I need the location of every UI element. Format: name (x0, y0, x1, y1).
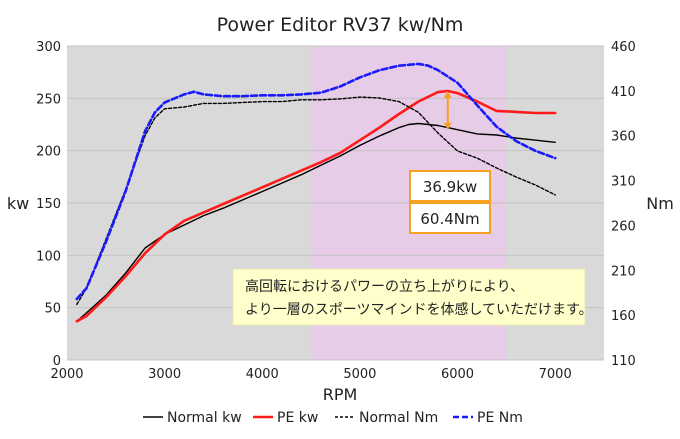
x-axis-title: RPM (323, 385, 358, 404)
y-left-tick-label: 100 (36, 249, 61, 264)
y-right-tick-label: 410 (611, 85, 636, 100)
y-left-tick-label: 300 (36, 40, 61, 55)
x-tick-label: 4000 (246, 367, 279, 382)
x-tick-label: 5000 (343, 367, 376, 382)
y-right-tick-label: 210 (611, 264, 636, 279)
arrow-head-down (443, 122, 452, 130)
note-line-2: より一層のスポーツマインドを体感していただけます。 (245, 301, 593, 318)
callout-nm-box (409, 202, 491, 234)
y-right-tick-label: 260 (611, 219, 636, 234)
note-box-bg (232, 268, 586, 326)
arrow-head-up (443, 91, 452, 99)
y-right-tick-label: 360 (611, 130, 636, 145)
x-tick-label: 6000 (441, 367, 474, 382)
legend: Normal kw PE kw Normal Nm PE Nm (143, 410, 523, 426)
chart-title: Power Editor RV37 kw/Nm (217, 14, 464, 36)
note-line-1: 高回転におけるパワーの立ち上がりにより、 (245, 278, 524, 295)
legend-label-2: Normal Nm (359, 410, 438, 426)
x-tick-label: 2000 (50, 367, 83, 382)
series-line-2 (76, 96, 556, 306)
x-tick-label: 7000 (539, 367, 572, 382)
callout-kw-box (409, 170, 491, 202)
callout-nm-text: 60.4Nm (420, 210, 479, 228)
difference-arrow (443, 91, 452, 130)
y-left-tick-label: 0 (53, 354, 61, 369)
tick-labels: 2000 3000 4000 5000 6000 7000 0 50 100 150 200 250 3… (36, 40, 636, 382)
series-line-3 (75, 62, 557, 301)
callout-kw-text: 36.9kw (423, 178, 477, 196)
y-right-tick-label: 110 (611, 354, 636, 369)
y-left-tick-label: 50 (44, 302, 61, 317)
callout-kw: 36.9kw (409, 170, 491, 202)
note-box: 高回転におけるパワーの立ち上がりにより、 より一層のスポーツマインドを体感してい… (232, 268, 593, 326)
callout-nm: 60.4Nm (409, 202, 491, 234)
y-left-tick-label: 250 (36, 92, 61, 107)
y-left-tick-label: 150 (36, 197, 61, 212)
y-axis-left-title: kw (7, 194, 29, 213)
series-lines (75, 62, 557, 323)
legend-label-3: PE Nm (477, 410, 523, 426)
series-line-0 (76, 122, 556, 322)
grid (67, 45, 604, 361)
legend-label-0: Normal kw (167, 410, 242, 426)
y-left-tick-label: 200 (36, 145, 61, 160)
y-right-tick-label: 310 (611, 175, 636, 190)
y-axis-right-title: Nm (646, 194, 674, 213)
legend-label-1: PE kw (277, 410, 318, 426)
x-tick-label: 3000 (148, 367, 181, 382)
y-right-tick-label: 160 (611, 309, 636, 324)
y-right-tick-label: 460 (611, 40, 636, 55)
